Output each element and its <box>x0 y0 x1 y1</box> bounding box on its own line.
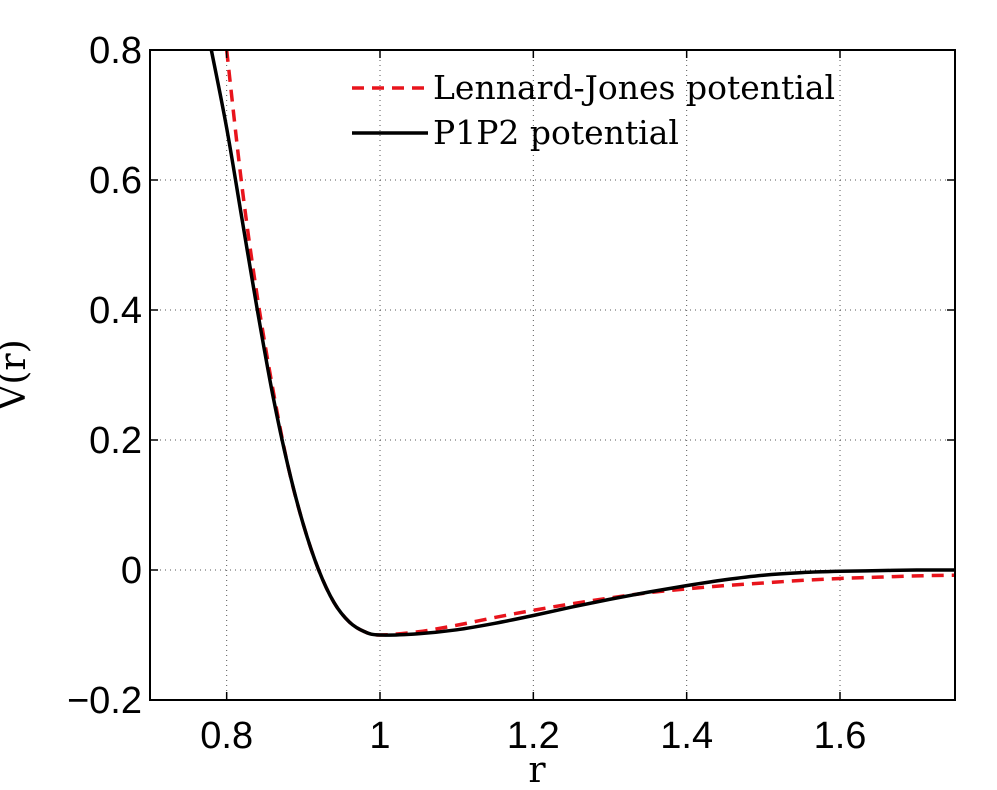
x-tick-label: 0.8 <box>200 715 253 757</box>
x-tick-label: 1 <box>369 715 390 757</box>
series-p1p2-line <box>209 50 955 637</box>
legend-label-p1p2: P1P2 potential <box>433 113 679 152</box>
y-tick-label: 0.2 <box>89 420 142 462</box>
y-tick-label: 0.8 <box>89 30 142 72</box>
y-tick-label: −0.2 <box>67 680 142 722</box>
y-tick-label: 0 <box>121 550 142 592</box>
x-axis-label: r <box>528 750 546 790</box>
x-tick-label: 1.4 <box>660 715 713 757</box>
x-tick-label: 1.6 <box>814 715 867 757</box>
legend-label-lennard-jones: Lennard-Jones potential <box>433 68 835 107</box>
series-lennard-jones-line <box>224 50 955 637</box>
y-tick-label: 0.6 <box>89 160 142 202</box>
y-tick-label: 0.4 <box>89 290 142 332</box>
x-tick-labels: 0.8 1 1.2 1.4 1.6 <box>200 715 866 757</box>
legend: Lennard-Jones potential P1P2 potential <box>352 68 835 152</box>
x-tick-label: 1.2 <box>507 715 560 757</box>
plot-frame <box>149 49 956 701</box>
series-layer <box>209 50 955 637</box>
y-axis-label: V(r) <box>0 339 34 411</box>
axis-ticks <box>150 49 955 701</box>
y-tick-labels: −0.2 0 0.2 0.4 0.6 0.8 <box>67 30 142 722</box>
